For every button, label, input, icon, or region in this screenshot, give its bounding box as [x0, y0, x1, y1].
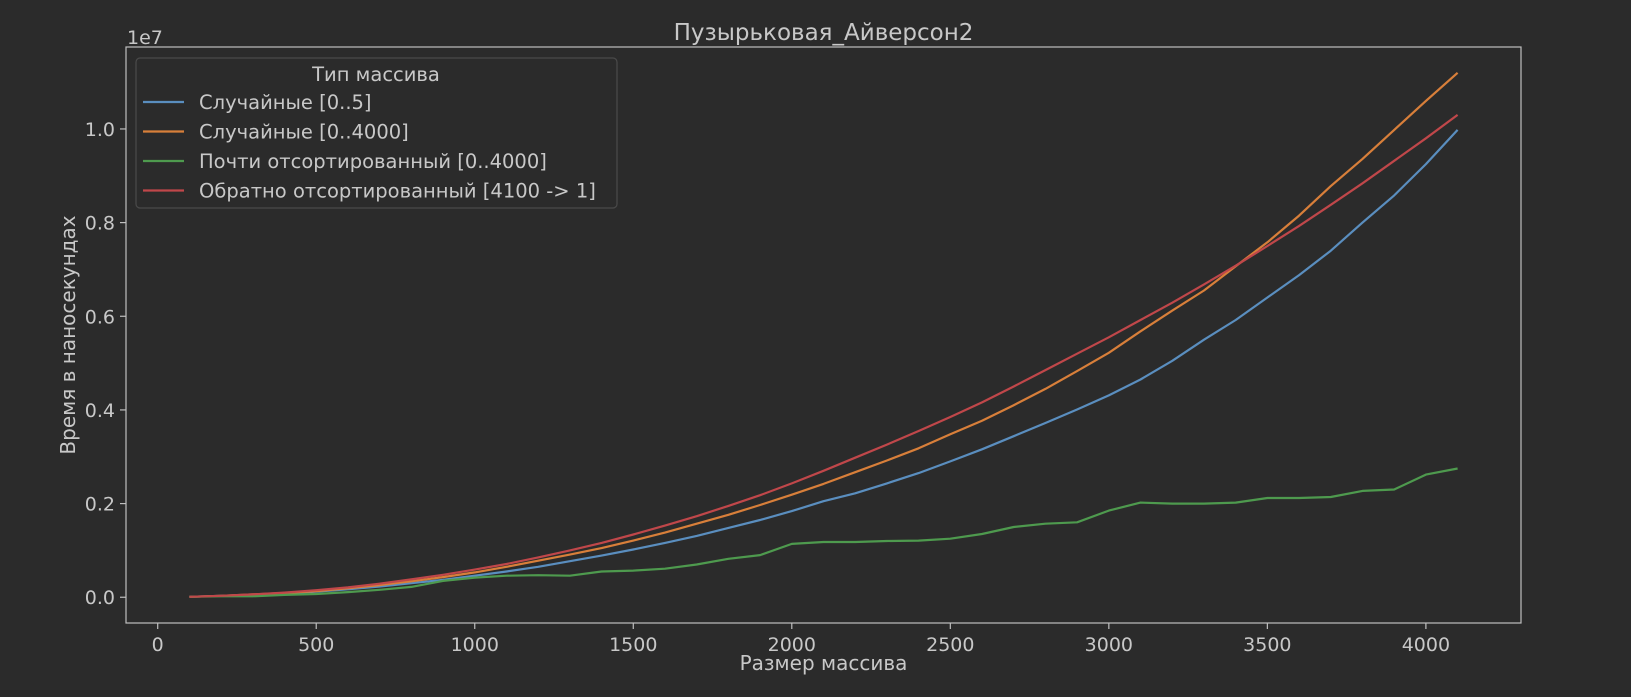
ticks-layer: 0 500 1000 1500 2000 2500 3000 3500 4000 0.0 0.2 0.…: [85, 119, 1450, 656]
y-offset-text: 1e7: [127, 27, 163, 49]
chart-title: Пузырьковая_Айверсон2: [674, 20, 974, 46]
x-tick-label: 0: [152, 634, 164, 656]
x-tick-label: 1000: [451, 634, 499, 656]
y-axis-label: Время в наносекундах: [56, 215, 80, 454]
legend-label-1: Случайные [0..5]: [199, 91, 372, 114]
x-tick-label: 2500: [926, 634, 974, 656]
legend-label-2: Случайные [0..4000]: [199, 121, 409, 144]
legend: Тип массива Случайные [0..5] Случайные [0…: [135, 57, 618, 209]
x-tick-label: 3500: [1243, 634, 1291, 656]
y-tick-label: 0.2: [85, 494, 115, 516]
series-layer: [189, 71, 1459, 598]
x-tick-label: 1500: [609, 634, 657, 656]
series-line-1: [189, 129, 1459, 598]
y-tick-label: 1.0: [85, 119, 115, 141]
y-tick-label: 0.0: [85, 587, 115, 609]
series-line-4: [189, 114, 1459, 598]
legend-label-4: Обратно отсортированный [4100 -> 1]: [199, 180, 596, 203]
y-tick-label: 0.8: [85, 213, 115, 235]
legend-label-3: Почти отсортированный [0..4000]: [199, 150, 547, 173]
x-tick-label: 4000: [1402, 634, 1450, 656]
x-tick-label: 500: [298, 634, 334, 656]
legend-title: Тип массива: [311, 63, 440, 86]
x-tick-label: 2000: [768, 634, 816, 656]
plot-frame: [125, 46, 1522, 624]
legend-box: [135, 57, 618, 209]
series-line-3: [189, 467, 1458, 598]
x-tick-label: 3000: [1085, 634, 1133, 656]
y-tick-label: 0.4: [85, 400, 115, 422]
x-axis-label: Размер массива: [740, 651, 908, 675]
y-tick-label: 0.6: [85, 306, 115, 328]
